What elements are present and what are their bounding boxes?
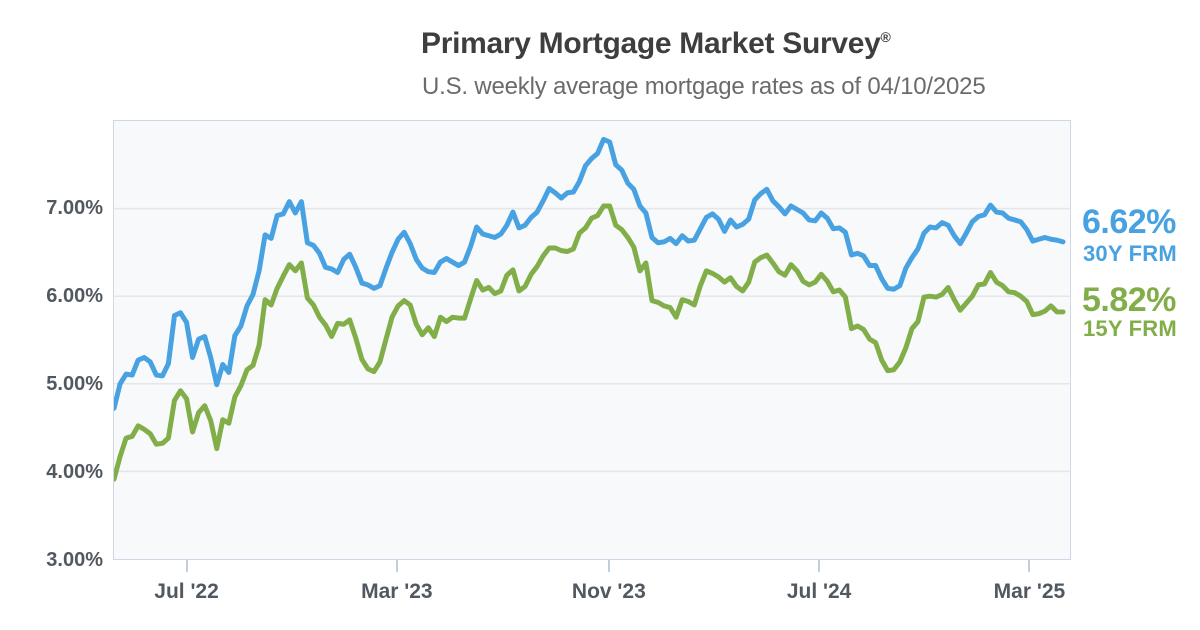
y-axis-label: 4.00% (46, 461, 103, 483)
legend-30y-value: 6.62% (1082, 203, 1176, 241)
chart-plot-area (113, 120, 1071, 560)
x-tick-mark (607, 560, 610, 572)
x-axis-label: Mar '25 (993, 580, 1066, 603)
x-tick-mark (1028, 560, 1031, 572)
registered-trademark: ® (880, 29, 891, 45)
page-title: Primary Mortgage Market Survey® (421, 27, 891, 61)
legend-30y-label: 30Y FRM (1083, 241, 1177, 266)
page-title-text: Primary Mortgage Market Survey (421, 27, 881, 60)
y-axis-label: 6.00% (46, 285, 103, 307)
legend-15y-value: 5.82% (1082, 281, 1176, 319)
chart-canvas (114, 136, 1070, 482)
legend-15y-label: 15Y FRM (1083, 316, 1177, 341)
series-line-15y-frm (114, 203, 1066, 482)
x-axis-label: Jul '24 (786, 580, 852, 603)
x-axis-label: Mar '23 (361, 580, 433, 603)
y-axis-label: 3.00% (46, 549, 103, 571)
x-tick-mark (818, 560, 821, 572)
series-line-30y-frm (114, 136, 1066, 411)
y-axis-label: 5.00% (46, 373, 103, 395)
x-tick-mark (395, 560, 398, 572)
y-axis-label: 7.00% (46, 197, 103, 219)
x-axis-label: Jul '22 (154, 580, 219, 603)
x-axis-label: Nov '23 (571, 580, 646, 603)
x-tick-mark (185, 560, 188, 572)
page-subtitle: U.S. weekly average mortgage rates as of… (422, 73, 986, 100)
